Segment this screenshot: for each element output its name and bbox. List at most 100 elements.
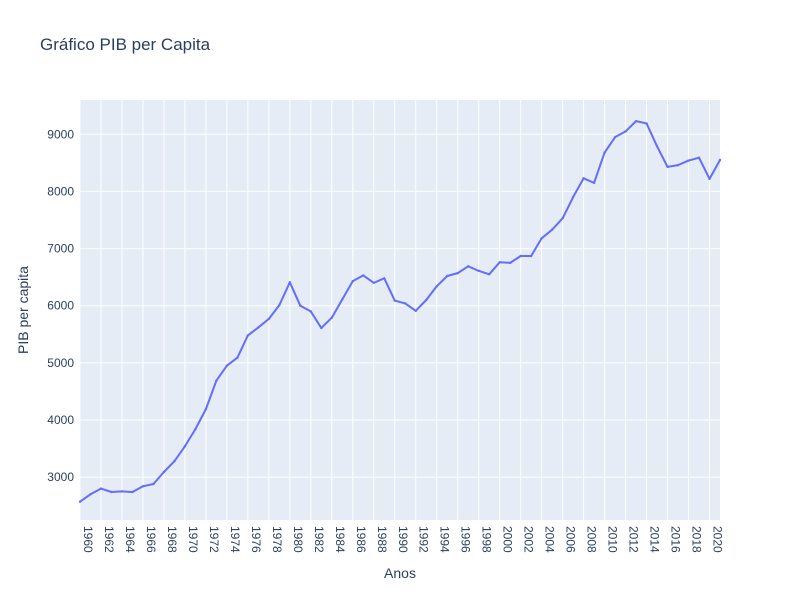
x-tick-label: 1970 bbox=[186, 526, 200, 553]
data-point bbox=[362, 274, 365, 277]
data-point bbox=[687, 159, 690, 162]
data-point bbox=[257, 326, 260, 329]
x-tick-label: 1960 bbox=[81, 526, 95, 553]
data-point bbox=[414, 309, 417, 313]
data-point bbox=[708, 177, 711, 181]
data-point bbox=[236, 356, 239, 359]
data-point bbox=[666, 165, 669, 169]
data-point bbox=[592, 181, 596, 185]
x-tick-label: 1984 bbox=[333, 526, 347, 553]
x-tick-label: 2002 bbox=[522, 526, 536, 553]
x-tick-label: 1994 bbox=[438, 526, 452, 553]
y-axis-title: PIB per capita bbox=[15, 266, 31, 354]
plot-area bbox=[80, 100, 720, 520]
data-point bbox=[194, 427, 197, 431]
data-points bbox=[78, 119, 722, 503]
data-point bbox=[550, 228, 554, 231]
x-tick-label: 2004 bbox=[543, 526, 557, 553]
data-point bbox=[120, 490, 124, 493]
data-point bbox=[603, 151, 606, 154]
data-point bbox=[477, 269, 480, 273]
data-point bbox=[645, 122, 648, 125]
x-tick-label: 1972 bbox=[207, 526, 221, 553]
x-tick-label: 1986 bbox=[354, 526, 368, 553]
data-point bbox=[498, 261, 501, 264]
data-point bbox=[393, 299, 396, 302]
x-tick-label: 1990 bbox=[396, 526, 410, 553]
x-tick-label: 2020 bbox=[711, 526, 725, 553]
x-tick-label: 2016 bbox=[669, 526, 683, 553]
x-tick-label: 1978 bbox=[270, 526, 284, 553]
data-point bbox=[183, 445, 187, 448]
data-point bbox=[78, 500, 82, 503]
data-point bbox=[173, 459, 176, 463]
y-tick-label: 7000 bbox=[47, 242, 74, 256]
y-tick-label: 8000 bbox=[47, 184, 74, 198]
data-point bbox=[519, 254, 522, 258]
data-point bbox=[404, 302, 407, 305]
data-point bbox=[582, 177, 585, 180]
data-point bbox=[718, 158, 722, 162]
data-point bbox=[697, 156, 701, 159]
data-point bbox=[309, 310, 313, 313]
x-tick-label: 2014 bbox=[648, 526, 662, 553]
data-point bbox=[288, 281, 292, 284]
data-point bbox=[508, 261, 512, 265]
data-point bbox=[131, 490, 134, 494]
data-point bbox=[246, 334, 250, 337]
data-point bbox=[215, 379, 218, 382]
x-tick-label: 2006 bbox=[564, 526, 578, 553]
x-axis: 1960 1962 1964 1966 1968 1970 1972 1974 1976 1978… bbox=[81, 526, 725, 553]
data-point bbox=[571, 195, 575, 199]
data-point bbox=[267, 317, 271, 321]
x-tick-label: 1968 bbox=[165, 526, 179, 553]
series-line bbox=[79, 120, 721, 503]
grid-layer bbox=[79, 100, 720, 520]
data-point bbox=[466, 265, 470, 268]
data-point bbox=[89, 493, 92, 496]
data-point bbox=[372, 281, 375, 285]
data-point bbox=[152, 482, 155, 486]
x-tick-label: 2000 bbox=[501, 526, 515, 553]
data-point bbox=[351, 279, 354, 283]
data-point bbox=[141, 485, 145, 488]
x-tick-label: 1966 bbox=[144, 526, 158, 553]
data-point bbox=[99, 487, 103, 490]
data-point bbox=[655, 145, 659, 148]
x-axis-title: Anos bbox=[384, 565, 416, 581]
data-point bbox=[676, 163, 680, 167]
x-tick-label: 1974 bbox=[228, 526, 242, 553]
x-tick-label: 1992 bbox=[417, 526, 431, 553]
data-point bbox=[110, 490, 113, 494]
data-point bbox=[561, 217, 564, 220]
x-tick-label: 1964 bbox=[123, 526, 137, 553]
chart-title: Gráfico PIB per Capita bbox=[40, 35, 211, 54]
x-tick-label: 1962 bbox=[102, 526, 116, 553]
x-tick-label: 2012 bbox=[627, 526, 641, 553]
data-point bbox=[299, 304, 302, 307]
data-point bbox=[204, 407, 208, 411]
data-point bbox=[341, 298, 344, 301]
x-tick-label: 1988 bbox=[375, 526, 389, 553]
data-point bbox=[634, 119, 638, 123]
data-point bbox=[624, 130, 627, 133]
data-point bbox=[425, 298, 428, 302]
x-tick-label: 1982 bbox=[312, 526, 326, 553]
y-tick-label: 9000 bbox=[47, 127, 74, 141]
data-point bbox=[487, 273, 491, 276]
data-point bbox=[435, 285, 438, 288]
data-point bbox=[613, 135, 617, 139]
data-point bbox=[278, 303, 281, 307]
data-point bbox=[330, 316, 334, 319]
data-point bbox=[529, 254, 533, 258]
data-point bbox=[225, 364, 229, 367]
y-tick-label: 6000 bbox=[47, 299, 74, 313]
x-tick-label: 2008 bbox=[585, 526, 599, 553]
x-tick-label: 2010 bbox=[606, 526, 620, 553]
y-tick-label: 4000 bbox=[47, 413, 74, 427]
data-point bbox=[540, 237, 543, 240]
x-tick-label: 1980 bbox=[291, 526, 305, 553]
data-point bbox=[446, 274, 449, 278]
x-tick-label: 1998 bbox=[480, 526, 494, 553]
